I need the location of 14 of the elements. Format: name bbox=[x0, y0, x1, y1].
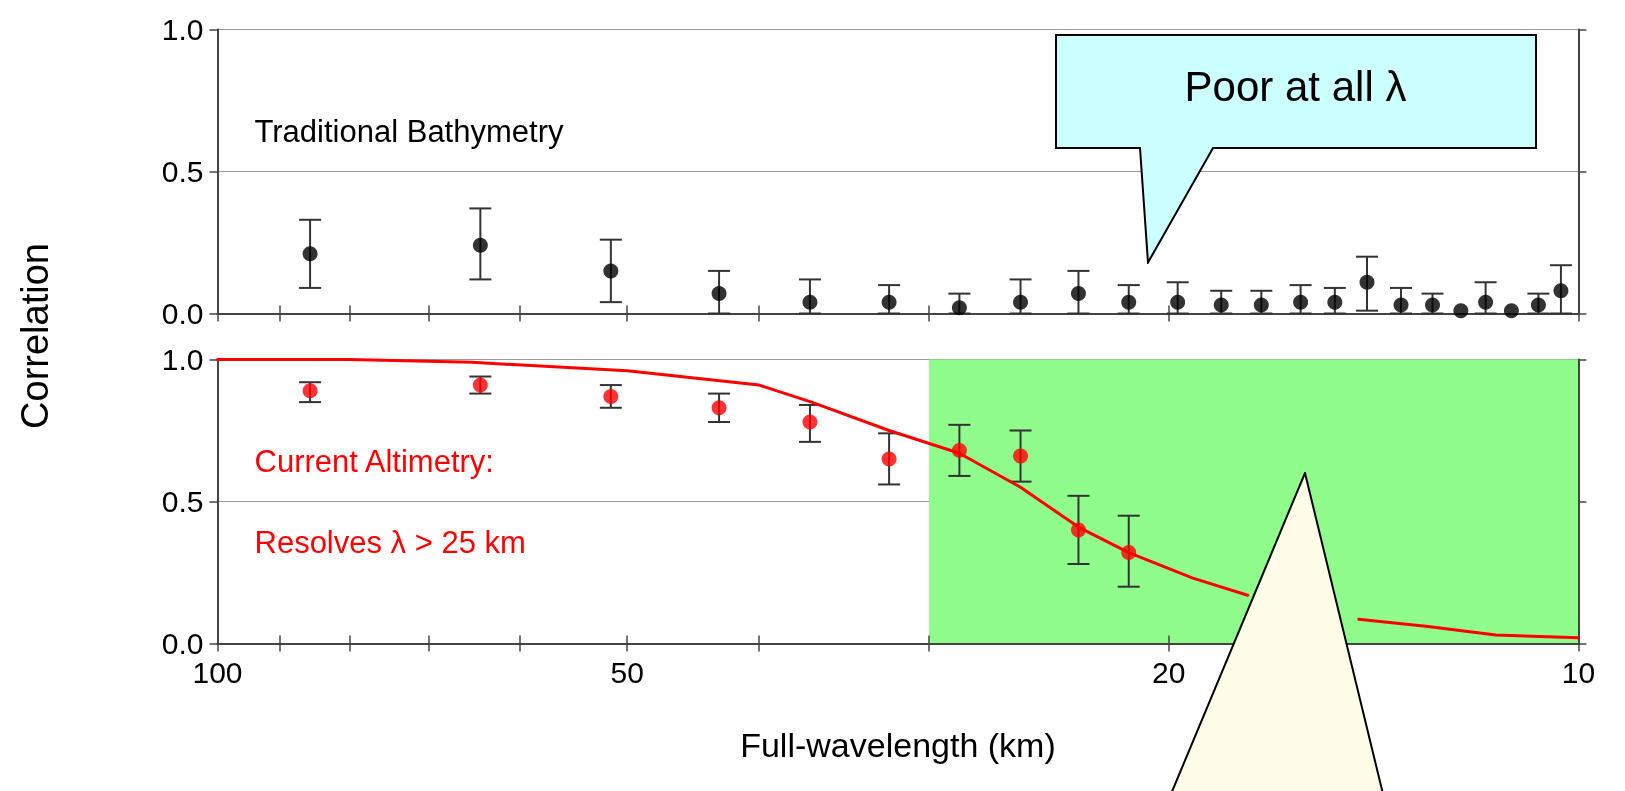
x-tick-label: 20 bbox=[1152, 656, 1186, 689]
x-tick-label: 50 bbox=[610, 656, 644, 689]
y-axis-title: Correlation bbox=[13, 243, 57, 429]
y-tick-label: 1.0 bbox=[161, 343, 204, 376]
annotation: Traditional Bathymetry bbox=[254, 113, 564, 149]
x-axis-title: Full-wavelength (km) bbox=[740, 725, 1056, 764]
annotation: Current Altimetry: bbox=[254, 443, 494, 479]
y-tick-label: 0.0 bbox=[161, 297, 204, 330]
y-tick-label: 0.5 bbox=[161, 155, 204, 188]
x-tick-label: 10 bbox=[1561, 656, 1596, 689]
y-tick-label: 0.5 bbox=[161, 485, 204, 518]
y-tick-label: 1.0 bbox=[161, 13, 204, 46]
annotation: Poor at all λ bbox=[1183, 61, 1408, 112]
annotation: Resolves λ > 25 km bbox=[254, 524, 526, 560]
